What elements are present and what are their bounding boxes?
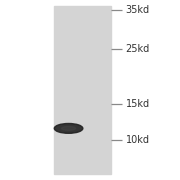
Bar — [68, 6, 76, 174]
Text: 35kd: 35kd — [126, 5, 150, 15]
Bar — [74, 6, 82, 174]
Bar — [73, 6, 81, 174]
Bar — [77, 6, 86, 174]
Bar — [70, 6, 79, 174]
Ellipse shape — [61, 126, 76, 130]
Bar — [75, 6, 83, 174]
Ellipse shape — [54, 123, 83, 133]
Bar — [70, 6, 79, 174]
Bar — [60, 6, 69, 174]
Bar — [69, 6, 78, 174]
Bar — [61, 6, 70, 174]
Bar — [69, 6, 78, 174]
Bar — [71, 6, 80, 174]
Bar — [63, 6, 72, 174]
Bar — [73, 6, 81, 174]
Bar — [67, 6, 75, 174]
Text: 10kd: 10kd — [126, 135, 150, 145]
Bar — [66, 6, 74, 174]
Bar — [66, 6, 74, 174]
Bar — [61, 6, 70, 174]
Bar — [65, 6, 73, 174]
Bar — [74, 6, 82, 174]
Bar — [76, 6, 85, 174]
Bar — [67, 6, 75, 174]
Bar — [62, 6, 71, 174]
Bar — [68, 6, 76, 174]
Bar — [71, 6, 80, 174]
Bar — [63, 6, 72, 174]
Text: 25kd: 25kd — [126, 44, 150, 54]
Bar — [76, 6, 85, 174]
Text: 15kd: 15kd — [126, 99, 150, 109]
Bar — [65, 6, 73, 174]
Bar — [75, 6, 83, 174]
Bar — [54, 6, 111, 174]
Bar — [62, 6, 71, 174]
